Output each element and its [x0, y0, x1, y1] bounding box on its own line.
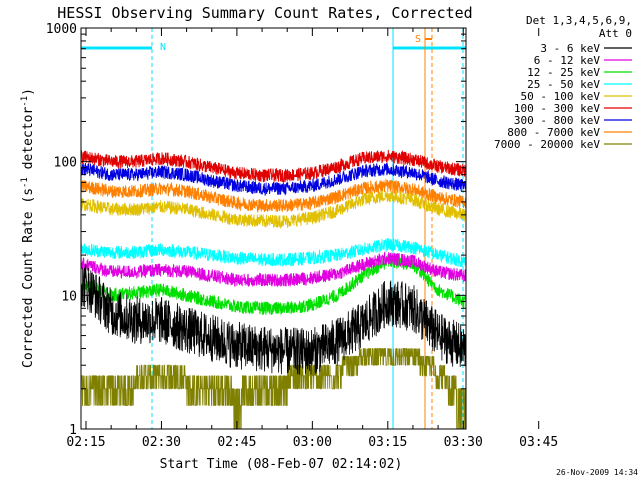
y-tick-label-3: 1000 [46, 22, 77, 37]
x-tick-label-3: 03:00 [293, 435, 332, 450]
x-tick-label-4: 03:15 [368, 435, 407, 450]
x-tick-label-5: 03:30 [444, 435, 483, 450]
date-stamp: 26-Nov-2009 14:34 [556, 468, 638, 477]
plot-area: NS [81, 28, 466, 429]
series-line-0 [81, 263, 466, 376]
y-tick-label-2: 100 [54, 156, 77, 171]
y-axis-label: Corrected Count Rate (s-1 detector-1) [20, 88, 36, 368]
legend-label-8: 7000 - 20000 keV [494, 138, 600, 151]
y-label-end: ) [21, 88, 36, 96]
x-axis-label: Start Time (08-Feb-07 02:14:02) [160, 457, 403, 472]
series-line-4 [81, 190, 466, 229]
x-axis: 02:15 02:30 02:45 03:00 03:15 03:30 03:45 [66, 28, 558, 450]
legend-label-3: 25 - 50 keV [527, 78, 600, 91]
x-tick-label-0: 02:15 [66, 435, 105, 450]
y-tick-label-0: 1 [69, 423, 77, 438]
series-line-1 [81, 250, 466, 288]
series-line-8 [81, 348, 466, 429]
legend-title-line2: Att 0 [599, 27, 632, 40]
legend-label-7: 800 - 7000 keV [507, 126, 600, 139]
legend-label-4: 50 - 100 keV [521, 90, 601, 103]
y-tick-label-1: 10 [61, 289, 77, 304]
night-label: N [160, 42, 166, 53]
legend-label-5: 100 - 300 keV [514, 102, 600, 115]
series-line-5 [81, 149, 466, 183]
y-label-sup1: -1 [20, 177, 30, 188]
legend-label-1: 6 - 12 keV [534, 54, 601, 67]
saa-label: S [415, 34, 421, 45]
legend-title-line1: Det 1,3,4,5,6,9, [526, 14, 632, 27]
legend-label-2: 12 - 25 keV [527, 66, 600, 79]
chart-title: HESSI Observing Summary Count Rates, Cor… [57, 4, 472, 22]
series-line-3 [81, 238, 466, 267]
plot-frame [80, 27, 467, 430]
series-line-2 [81, 254, 466, 315]
series-line-7 [81, 178, 466, 213]
x-tick-label-2: 02:45 [217, 435, 256, 450]
x-tick-label-6: 03:45 [519, 435, 558, 450]
legend-label-0: 3 - 6 keV [540, 42, 600, 55]
x-tick-label-1: 02:30 [142, 435, 181, 450]
y-axis: 1 10 100 1000 [46, 22, 466, 438]
y-label-sup2: -1 [20, 96, 30, 107]
y-label-main: Corrected Count Rate (s [21, 188, 36, 368]
legend-label-6: 300 - 800 keV [514, 114, 600, 127]
series-line-6 [81, 162, 466, 197]
y-label-mid: detector [21, 107, 36, 178]
